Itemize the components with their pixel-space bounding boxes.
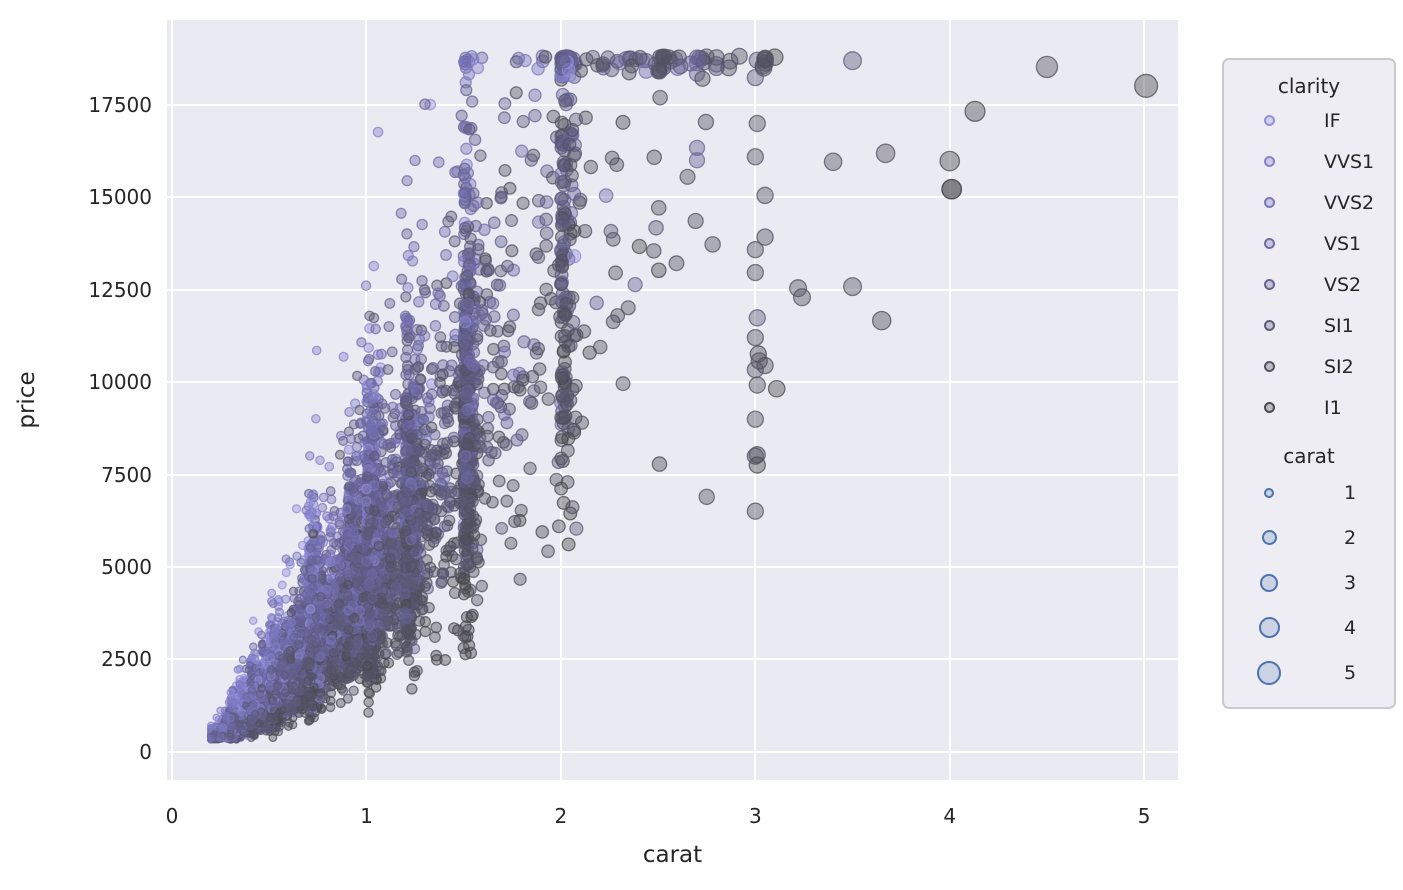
x-tick-label: 3 (748, 804, 762, 828)
carat-size-swatch-3 (1252, 573, 1286, 592)
legend-size-item-2: 2 (1232, 515, 1386, 560)
x-tick-label: 2 (554, 804, 568, 828)
legend-clarity-title: clarity (1277, 74, 1341, 98)
clarity-marker-icon (1263, 156, 1275, 167)
legend-item-VVS2: VVS2 (1232, 182, 1386, 223)
y-tick-label: 12500 (88, 277, 152, 302)
legend-item-SI1: SI1 (1232, 305, 1386, 346)
legend-size-label: 2 (1343, 526, 1357, 549)
legend-clarity-items: IF VVS1 VVS2 VS1 VS2 SI1 SI2 I1 (1232, 100, 1386, 428)
clarity-marker-icon (1263, 197, 1275, 208)
plot-area (167, 20, 1178, 780)
carat-size-swatch-2 (1252, 530, 1286, 545)
carat-size-marker-icon (1264, 487, 1274, 498)
carat-size-marker-icon (1257, 660, 1281, 685)
y-tick-label: 5000 (101, 555, 152, 580)
legend-item-label: VVS1 (1324, 150, 1375, 173)
carat-size-swatch-5 (1252, 660, 1286, 685)
carat-size-swatch-1 (1252, 487, 1286, 498)
legend: clarity IF VVS1 VVS2 VS1 VS2 SI1 SI2 I1 carat 1… (1222, 58, 1396, 709)
y-tick-label: 7500 (101, 462, 152, 487)
clarity-marker-icon (1263, 402, 1275, 413)
x-tick-label: 4 (943, 804, 957, 828)
legend-item-I1: I1 (1232, 387, 1386, 428)
clarity-swatch-VS2 (1252, 279, 1286, 290)
clarity-marker-icon (1263, 115, 1275, 126)
clarity-swatch-VVS2 (1252, 197, 1286, 208)
clarity-swatch-VS1 (1252, 238, 1286, 249)
legend-size-item-3: 3 (1232, 560, 1386, 605)
carat-size-marker-icon (1260, 573, 1278, 592)
x-tick-label: 1 (360, 804, 373, 828)
scatter-points-canvas (167, 20, 1178, 780)
carat-size-marker-icon (1258, 617, 1280, 638)
legend-size-item-4: 4 (1232, 605, 1386, 650)
legend-size-label: 4 (1343, 616, 1357, 639)
carat-size-swatch-4 (1252, 617, 1286, 638)
legend-item-label: VVS2 (1324, 191, 1375, 214)
legend-size-item-1: 1 (1232, 470, 1386, 515)
y-tick-label: 0 (139, 739, 152, 764)
clarity-marker-icon (1263, 320, 1275, 331)
legend-size-label: 5 (1343, 661, 1357, 684)
x-axis-label: carat (642, 842, 703, 868)
legend-item-IF: IF (1232, 100, 1386, 141)
clarity-swatch-SI2 (1252, 361, 1286, 372)
clarity-swatch-VVS1 (1252, 156, 1286, 167)
legend-item-VS1: VS1 (1232, 223, 1386, 264)
legend-size-item-5: 5 (1232, 650, 1386, 695)
x-tick-label: 0 (165, 804, 179, 828)
legend-item-SI2: SI2 (1232, 346, 1386, 387)
legend-carat-items: 1 2 3 4 5 (1232, 470, 1386, 695)
legend-size-label: 3 (1343, 571, 1357, 594)
legend-carat-title: carat (1283, 444, 1335, 468)
legend-item-VVS1: VVS1 (1232, 141, 1386, 182)
clarity-marker-icon (1263, 279, 1275, 290)
y-tick-label: 15000 (88, 185, 152, 210)
clarity-swatch-SI1 (1252, 320, 1286, 331)
legend-item-label: SI1 (1324, 314, 1354, 337)
x-tick-label: 5 (1137, 804, 1151, 828)
y-tick-label: 2500 (101, 647, 152, 672)
clarity-swatch-IF (1252, 115, 1286, 126)
clarity-swatch-I1 (1252, 402, 1286, 413)
carat-size-marker-icon (1261, 530, 1277, 545)
clarity-marker-icon (1263, 238, 1275, 249)
y-tick-label: 10000 (88, 370, 152, 395)
legend-item-label: I1 (1324, 396, 1342, 419)
legend-item-label: SI2 (1324, 355, 1354, 378)
legend-item-label: VS1 (1324, 232, 1362, 255)
legend-size-label: 1 (1343, 481, 1357, 504)
legend-item-label: IF (1324, 109, 1341, 132)
legend-item-VS2: VS2 (1232, 264, 1386, 305)
legend-item-label: VS2 (1324, 273, 1362, 296)
clarity-marker-icon (1263, 361, 1275, 372)
y-tick-label: 17500 (88, 93, 152, 118)
